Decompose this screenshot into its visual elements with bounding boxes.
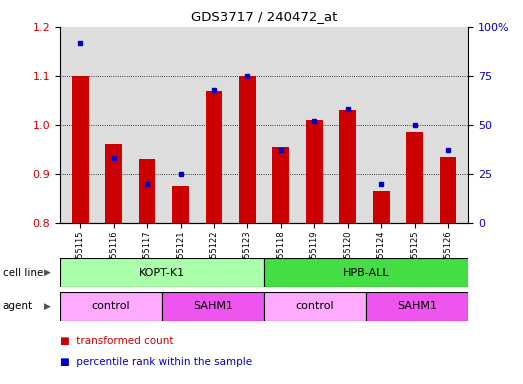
Bar xyxy=(206,91,222,223)
Text: SAHM1: SAHM1 xyxy=(397,301,437,311)
Text: control: control xyxy=(92,301,130,311)
Bar xyxy=(60,292,162,321)
Bar xyxy=(406,132,423,223)
Text: KOPT-K1: KOPT-K1 xyxy=(139,268,185,278)
Text: ▶: ▶ xyxy=(43,302,51,311)
Text: ■  percentile rank within the sample: ■ percentile rank within the sample xyxy=(60,357,252,367)
Bar xyxy=(264,292,366,321)
Bar xyxy=(366,292,468,321)
Bar xyxy=(72,76,88,223)
Text: ■  transformed count: ■ transformed count xyxy=(60,336,174,346)
Text: cell line: cell line xyxy=(3,268,43,278)
Bar xyxy=(440,157,457,223)
Text: ▶: ▶ xyxy=(43,268,51,277)
Bar xyxy=(264,258,468,287)
Text: SAHM1: SAHM1 xyxy=(193,301,233,311)
Bar xyxy=(60,258,264,287)
Text: agent: agent xyxy=(3,301,33,311)
Bar xyxy=(272,147,289,223)
Bar xyxy=(339,110,356,223)
Title: GDS3717 / 240472_at: GDS3717 / 240472_at xyxy=(191,10,337,23)
Bar xyxy=(306,120,323,223)
Bar xyxy=(172,186,189,223)
Text: control: control xyxy=(296,301,334,311)
Bar xyxy=(373,191,390,223)
Bar xyxy=(105,144,122,223)
Bar xyxy=(139,159,155,223)
Bar xyxy=(162,292,264,321)
Bar xyxy=(239,76,256,223)
Text: HPB-ALL: HPB-ALL xyxy=(343,268,390,278)
